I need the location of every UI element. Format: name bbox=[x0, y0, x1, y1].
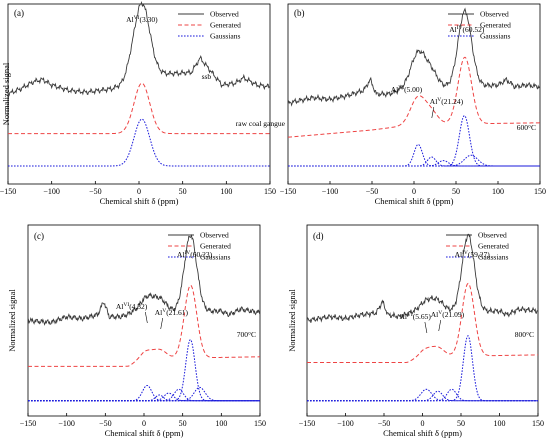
x-axis-label: Chemical shift δ (ppm) bbox=[100, 196, 179, 206]
gaussian-component-line bbox=[288, 115, 540, 167]
peak-annotation: AlV(21.61) bbox=[155, 308, 189, 317]
generated-series-line bbox=[28, 284, 261, 367]
legend-entry-gaussian: Gaussians bbox=[480, 32, 510, 41]
legend-entry-generated: Generated bbox=[210, 21, 241, 30]
x-tick-label: −50 bbox=[378, 419, 391, 428]
x-tick-label: −100 bbox=[58, 419, 75, 428]
panel-label: (b) bbox=[294, 8, 305, 18]
x-tick-label: −50 bbox=[366, 187, 379, 196]
legend-entry-generated: Generated bbox=[200, 242, 231, 251]
observed-series-line bbox=[27, 233, 261, 326]
gaussian-component-line bbox=[307, 388, 538, 402]
legend-entry-observed: Observed bbox=[480, 10, 509, 19]
annotation-leader-line bbox=[424, 321, 428, 334]
x-tick-label: 50 bbox=[457, 419, 465, 428]
gaussian-component-line bbox=[28, 388, 260, 402]
x-tick-label: −50 bbox=[99, 419, 112, 428]
x-tick-label: 0 bbox=[142, 419, 146, 428]
generated-series-line bbox=[287, 56, 541, 138]
x-tick-label: −150 bbox=[0, 187, 16, 196]
x-tick-label: 50 bbox=[452, 187, 460, 196]
peak-annotation: ssb bbox=[202, 72, 212, 81]
x-tick-label: 100 bbox=[220, 187, 232, 196]
legend-entry-gaussian: Gaussians bbox=[200, 253, 230, 262]
generated-series-line bbox=[8, 82, 270, 135]
observed-series-line bbox=[306, 233, 539, 323]
x-tick-label: −100 bbox=[322, 187, 339, 196]
peak-annotation: raw coal gangue bbox=[236, 119, 286, 128]
gaussian-component-line bbox=[307, 388, 538, 402]
panel-label: (d) bbox=[313, 231, 324, 241]
x-tick-label: 50 bbox=[179, 419, 187, 428]
legend-entry-generated: Generated bbox=[480, 21, 511, 30]
chart-panel-d: −150 −100 −50 0 50 100 150 Chemical shift δ (pp… bbox=[287, 224, 544, 438]
legend-entry-observed: Observed bbox=[210, 10, 239, 19]
x-tick-label: 150 bbox=[532, 419, 544, 428]
gaussian-component-line bbox=[307, 335, 538, 402]
gaussian-component-line bbox=[28, 384, 260, 402]
gaussian-component-line bbox=[288, 160, 540, 167]
gaussian-component-line bbox=[28, 386, 260, 402]
x-tick-label: 100 bbox=[492, 187, 504, 196]
y-axis-label: Normalized signal bbox=[287, 289, 297, 352]
x-tick-label: 50 bbox=[179, 187, 187, 196]
peak-annotation: AlV(21.24) bbox=[430, 97, 464, 106]
y-axis-label: Normalized signal bbox=[1, 62, 11, 125]
observed-series-line bbox=[7, 1, 271, 98]
x-tick-label: −150 bbox=[299, 419, 316, 428]
legend-entry-gaussian: Gaussians bbox=[478, 253, 508, 262]
peak-annotation: AlVI(4.32) bbox=[116, 302, 148, 311]
gaussian-component-line bbox=[28, 394, 260, 402]
panel-label: (c) bbox=[34, 231, 44, 241]
x-axis-label: Chemical shift δ (ppm) bbox=[105, 428, 184, 438]
observed-series-line bbox=[287, 7, 541, 107]
x-tick-label: 100 bbox=[494, 419, 506, 428]
x-tick-label: 150 bbox=[534, 187, 546, 196]
x-tick-label: 100 bbox=[215, 419, 227, 428]
legend-entry-observed: Observed bbox=[478, 231, 507, 240]
gaussian-component-line bbox=[28, 338, 260, 402]
annotation-leader-line bbox=[145, 311, 148, 324]
annotation-leader-line bbox=[438, 319, 442, 332]
x-tick-label: 0 bbox=[421, 419, 425, 428]
chart-panel-c: −150 −100 −50 0 50 100 150 Chemical shift δ (pp… bbox=[7, 224, 266, 438]
panel-label: (a) bbox=[14, 8, 24, 18]
temperature-label: 700°C bbox=[237, 330, 256, 339]
x-tick-label: 0 bbox=[137, 187, 141, 196]
peak-annotation: AlIV(59.27) bbox=[455, 250, 491, 259]
temperature-label: 800°C bbox=[515, 330, 534, 339]
x-axis-label: Chemical shift δ (ppm) bbox=[383, 428, 462, 438]
y-axis-label: Normalized signal bbox=[7, 289, 17, 352]
x-tick-label: 0 bbox=[412, 187, 416, 196]
x-axis-label: Chemical shift δ (ppm) bbox=[375, 196, 454, 206]
gaussian-component-line bbox=[28, 392, 260, 402]
legend-entry-gaussian: Gaussians bbox=[210, 32, 240, 41]
peak-annotation: AlV(21.09) bbox=[431, 310, 465, 319]
gaussian-component-line bbox=[8, 118, 270, 167]
chart-panel-b: −150 −100 −50 0 50 100 150 Chemical shift δ (pp… bbox=[280, 3, 546, 206]
peak-annotation: AlVI(5.65) bbox=[399, 312, 431, 321]
chart-panel-a: −150 −100 −50 0 50 100 150 Chemical shift δ (pp… bbox=[0, 1, 286, 206]
gaussian-component-line bbox=[288, 154, 540, 167]
peak-annotation: AlVI(3.30) bbox=[126, 15, 158, 24]
peak-annotation: AlVI(5.00) bbox=[391, 85, 423, 94]
annotation-leader-line bbox=[160, 317, 163, 330]
x-tick-label: −150 bbox=[20, 419, 37, 428]
x-tick-label: −150 bbox=[280, 187, 297, 196]
temperature-label: 600°C bbox=[517, 123, 536, 132]
x-tick-label: 150 bbox=[264, 187, 276, 196]
peak-annotation: AlIV(60.23) bbox=[177, 250, 213, 259]
x-tick-label: −100 bbox=[43, 187, 60, 196]
x-tick-label: −50 bbox=[89, 187, 102, 196]
generated-series-line bbox=[307, 282, 539, 364]
x-tick-label: −100 bbox=[337, 419, 354, 428]
gaussian-component-line bbox=[288, 143, 540, 167]
peak-annotation: AlIV(60.52) bbox=[449, 25, 485, 34]
annotation-leader-line bbox=[431, 106, 435, 119]
gaussian-component-line bbox=[288, 156, 540, 167]
legend-entry-generated: Generated bbox=[478, 242, 509, 251]
x-tick-label: 150 bbox=[254, 419, 266, 428]
legend-entry-observed: Observed bbox=[200, 231, 229, 240]
